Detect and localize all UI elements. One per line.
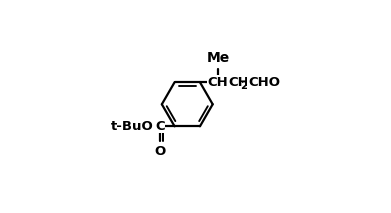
Text: 2: 2 bbox=[240, 81, 248, 91]
Text: t-BuO: t-BuO bbox=[111, 120, 154, 133]
Text: CH: CH bbox=[228, 76, 249, 89]
Text: C: C bbox=[155, 120, 165, 133]
Text: CHO: CHO bbox=[248, 76, 280, 89]
Text: CH: CH bbox=[208, 76, 228, 89]
Text: Me: Me bbox=[206, 51, 230, 65]
Text: O: O bbox=[154, 145, 165, 158]
